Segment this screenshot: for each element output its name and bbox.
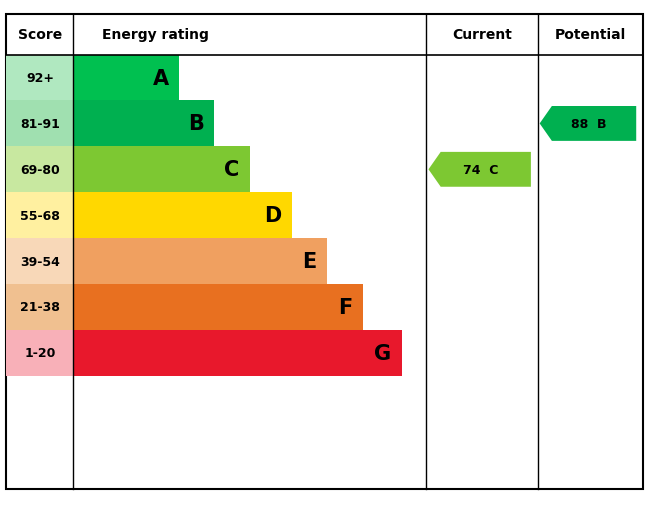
Text: 1-20: 1-20	[24, 347, 56, 360]
Polygon shape	[428, 153, 531, 187]
Text: D: D	[264, 206, 282, 226]
Bar	[73, 147, 250, 193]
Text: 39-54: 39-54	[20, 255, 60, 268]
Text: E: E	[302, 251, 317, 271]
Bar	[6, 330, 73, 376]
Polygon shape	[540, 107, 636, 142]
Text: 92+: 92+	[26, 72, 54, 85]
Text: F: F	[338, 297, 352, 317]
Text: C: C	[224, 160, 239, 180]
Text: 55-68: 55-68	[20, 209, 60, 222]
Bar	[73, 239, 328, 285]
Text: Potential: Potential	[554, 29, 626, 42]
Text: B: B	[188, 114, 204, 134]
Bar	[6, 101, 73, 147]
Text: 74  C: 74 C	[463, 163, 498, 177]
Bar	[73, 101, 214, 147]
Bar	[73, 330, 402, 376]
Text: Current: Current	[452, 29, 512, 42]
Text: Energy rating: Energy rating	[101, 29, 208, 42]
Text: Score: Score	[18, 29, 62, 42]
Bar	[73, 55, 179, 101]
Bar	[73, 285, 363, 330]
Bar	[6, 193, 73, 239]
Bar	[6, 285, 73, 330]
Text: 81-91: 81-91	[20, 118, 60, 131]
Text: A: A	[153, 68, 169, 89]
Text: 88  B: 88 B	[571, 118, 607, 131]
Text: G: G	[374, 343, 391, 363]
Bar	[6, 239, 73, 285]
Bar	[6, 55, 73, 101]
Bar	[73, 193, 292, 239]
Text: 69-80: 69-80	[20, 163, 60, 177]
Text: 21-38: 21-38	[20, 301, 60, 314]
Bar	[6, 147, 73, 193]
